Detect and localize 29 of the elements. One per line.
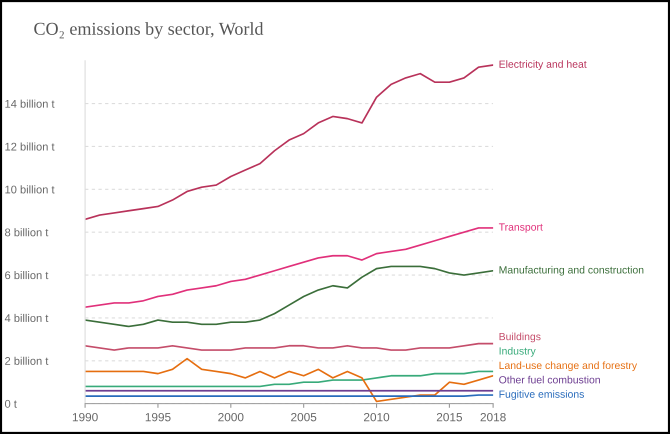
y-tick-label: 10 billion t bbox=[5, 185, 54, 194]
line-series bbox=[85, 370, 494, 388]
y-tick-label: 6 billion t bbox=[5, 271, 48, 280]
x-tick-label: 1990 bbox=[72, 412, 98, 422]
x-tick-label: 2018 bbox=[480, 412, 506, 422]
series-label: Buildings bbox=[500, 332, 541, 342]
y-tick-label: 8 billion t bbox=[5, 228, 48, 236]
x-tick-label: 2005 bbox=[291, 412, 316, 422]
y-tick-label: 4 billion t bbox=[4, 314, 48, 322]
y-tick-label: 0 t bbox=[4, 400, 17, 408]
x-tick-label: 2015 bbox=[436, 412, 462, 422]
series-label: Electricity and heat bbox=[500, 60, 587, 70]
series-label: Other fuel combustion bbox=[499, 376, 600, 384]
series-label: Manufacturing and construction bbox=[500, 266, 644, 276]
x-tick-label: 2010 bbox=[364, 412, 390, 422]
series-label: Transport bbox=[498, 223, 543, 233]
line-series bbox=[85, 342, 494, 351]
x-tick-label: 1995 bbox=[146, 412, 171, 422]
line-series bbox=[85, 227, 494, 308]
y-tick-label: 12 billion t bbox=[5, 142, 54, 151]
series-label: Fugitive emissions bbox=[500, 390, 584, 400]
chart-title: CO₂ emissions by sector, World bbox=[34, 22, 264, 39]
x-tick-label: 2000 bbox=[218, 412, 244, 422]
line-series bbox=[85, 64, 494, 220]
line-series bbox=[85, 266, 494, 328]
y-tick-label: 14 billion t bbox=[5, 100, 54, 108]
series-label: Land-use change and forestry bbox=[500, 361, 638, 372]
y-tick-label: 2 billion t bbox=[5, 356, 48, 365]
series-label: Industry bbox=[500, 346, 536, 357]
